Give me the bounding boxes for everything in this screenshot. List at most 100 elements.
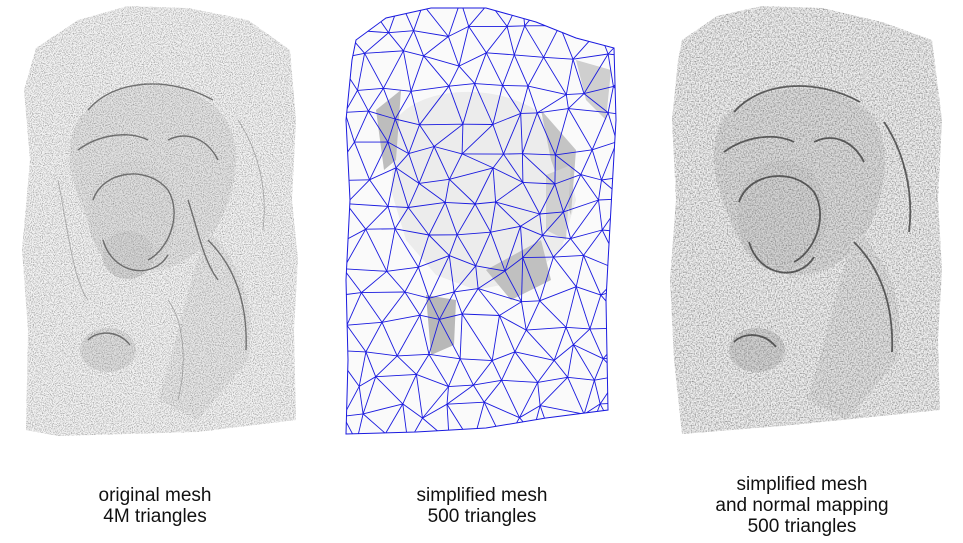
wireframe-edge <box>607 53 614 87</box>
wireframe-edge <box>502 54 515 86</box>
wireframe-edge <box>619 356 636 376</box>
wireframe-edge <box>449 178 476 205</box>
wireframe-edge <box>449 255 476 267</box>
wireframe-edge <box>485 52 504 86</box>
wireframe-edge <box>501 379 538 383</box>
wireframe-edge <box>449 167 494 180</box>
wireframe-edge <box>583 53 609 94</box>
wireframe-edge <box>537 108 569 114</box>
wireframe-edge <box>602 229 616 234</box>
wireframe-edge <box>617 117 636 142</box>
wireframe-edge <box>387 141 397 168</box>
wireframe-edge <box>553 256 577 287</box>
wireframe-edge <box>554 174 581 185</box>
wireframe-edge <box>468 26 487 54</box>
wireframe-edge <box>525 300 541 331</box>
wireframe-edge <box>346 349 366 353</box>
wireframe-edge <box>361 291 405 294</box>
wireframe-edge <box>422 417 450 434</box>
wireframe-edge <box>402 403 409 434</box>
wireframe-edge <box>439 291 455 320</box>
wireframe-edge <box>477 288 500 316</box>
wireframe-edge <box>553 344 574 361</box>
wireframe-edge <box>447 8 462 37</box>
wireframe-edge <box>394 228 419 268</box>
wireframe-edge <box>583 380 595 415</box>
wireframe-edge <box>413 30 425 57</box>
wireframe-edge <box>365 206 389 230</box>
wireframe-edge <box>522 182 541 215</box>
wireframe-edge <box>346 228 366 243</box>
wireframe-edge <box>598 29 616 37</box>
wireframe-edge <box>448 86 464 125</box>
wireframe-edge <box>404 266 419 293</box>
wireframe-edge <box>418 255 450 268</box>
wireframe-edge <box>439 319 461 360</box>
wireframe-edge <box>408 124 420 154</box>
wireframe-edge <box>490 201 497 233</box>
wireframe-edge <box>446 404 450 434</box>
wireframe-edge <box>456 203 476 236</box>
wireframe-edge <box>513 25 526 56</box>
wireframe-edge <box>439 313 463 320</box>
wireframe-edge <box>385 403 404 434</box>
wireframe-edge <box>573 328 591 345</box>
wireframe-edge <box>388 30 414 34</box>
wireframe-edge <box>566 93 585 96</box>
wireframe-edge <box>629 328 636 356</box>
wireframe-edge <box>361 292 383 323</box>
wireframe-edge <box>624 174 636 199</box>
wireframe-edge <box>593 380 601 405</box>
wireframe-edge <box>341 243 344 269</box>
wireframe-edge <box>413 30 449 37</box>
wireframe-edge <box>573 344 604 360</box>
wireframe-edge <box>448 384 474 388</box>
wireframe-edge <box>568 93 585 109</box>
wireframe-edge <box>570 229 603 240</box>
wireframe-edge <box>542 211 564 236</box>
wireframe-edge <box>608 8 616 37</box>
wireframe-edge <box>522 257 541 301</box>
wireframe-edge <box>446 386 449 405</box>
wireframe-edge <box>346 180 347 204</box>
wireframe-edge <box>433 123 464 147</box>
wireframe-edge <box>419 297 430 316</box>
wireframe-edge <box>403 50 424 57</box>
wireframe-edge <box>417 267 430 299</box>
wireframe-edge <box>613 57 616 87</box>
wireframe-edge <box>387 205 409 208</box>
wireframe-edge <box>492 167 497 203</box>
wireframe-edge <box>619 376 636 377</box>
wireframe-edge <box>607 35 616 55</box>
wireframe-edge <box>474 83 494 125</box>
wireframe-edge <box>395 118 420 126</box>
wireframe-edge <box>460 358 493 362</box>
wireframe-edge <box>474 167 494 205</box>
wireframe-edge <box>382 88 396 120</box>
wireframe-edge <box>484 401 520 419</box>
wireframe-edge <box>583 414 587 434</box>
wireframe-edge <box>457 231 491 236</box>
wireframe-edge <box>456 234 477 267</box>
wireframe-edge <box>483 402 506 434</box>
wireframe-edge <box>539 286 577 302</box>
wireframe-edge <box>580 174 602 181</box>
wireframe-edge <box>617 142 636 174</box>
wireframe-edge <box>603 355 616 360</box>
wireframe-edge <box>386 271 406 293</box>
wireframe-edge <box>554 154 556 185</box>
wireframe-edge <box>411 85 449 92</box>
wireframe-edge <box>520 85 529 114</box>
wireframe-edge <box>346 321 383 326</box>
wireframe-edge <box>422 403 448 419</box>
wireframe-edge <box>446 384 474 405</box>
wireframe-edge <box>459 358 474 386</box>
wireframe-edge <box>461 153 494 169</box>
wireframe-edge <box>543 56 574 60</box>
wireframe-edge <box>362 0 400 1</box>
wireframe-edge <box>629 286 630 328</box>
wireframe-edge <box>562 211 572 239</box>
wireframe-edge <box>539 300 567 328</box>
wireframe-edge <box>408 146 435 155</box>
wireframe-edge <box>536 112 556 156</box>
